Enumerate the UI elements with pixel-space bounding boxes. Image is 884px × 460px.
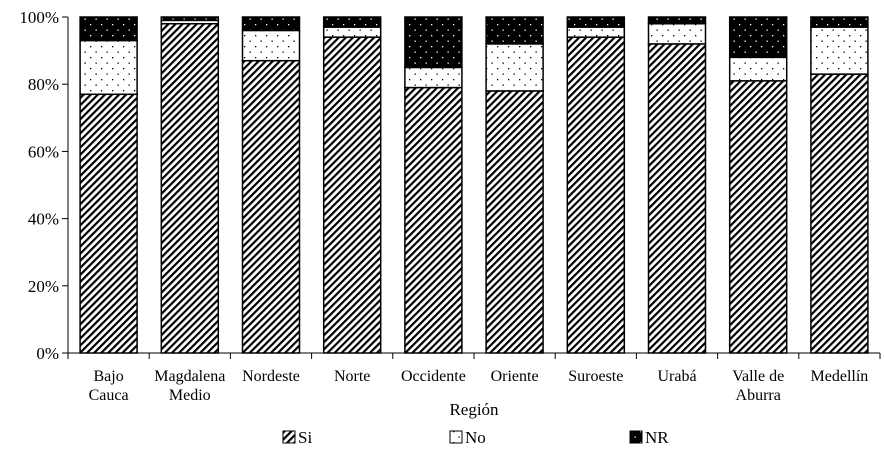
- legend-item-no: No: [449, 428, 486, 447]
- bar-segment-no: [647, 22, 707, 45]
- bar-segment-si: [810, 73, 869, 354]
- bar-segment-nr: [241, 16, 301, 32]
- y-tick-label: 60%: [28, 142, 59, 161]
- x-tick-label: Oriente: [491, 368, 539, 385]
- bar-segment-no: [566, 26, 626, 38]
- x-tick-label: Valle de Aburra: [732, 368, 784, 404]
- x-tick-label: Nordeste: [242, 368, 300, 385]
- x-tick-label: Urabá: [657, 368, 696, 385]
- y-tick-label: 100%: [19, 8, 59, 27]
- bar-segment-nr: [322, 16, 382, 28]
- y-tick-label: 80%: [28, 75, 59, 94]
- y-tick-label: 20%: [28, 277, 59, 296]
- bar-segment-no: [79, 39, 138, 96]
- bar-segment-si: [79, 93, 138, 354]
- legend: Si No NR: [282, 428, 669, 447]
- bar-segment-nr: [404, 16, 463, 69]
- bar-segment-si: [160, 22, 220, 354]
- legend-item-nr: NR: [629, 428, 669, 447]
- bar-segment-si: [647, 43, 707, 354]
- bar-segment-nr: [728, 16, 788, 59]
- bar-segment-si: [485, 90, 544, 354]
- legend-swatch: [449, 430, 463, 444]
- axis-layer: Bajo Cauca Magdalena Medio Nordeste Norte Occi…: [19, 8, 881, 404]
- legend-label: No: [465, 428, 486, 447]
- bar-segment-no: [241, 29, 301, 62]
- bar-segment-nr: [566, 16, 626, 28]
- bars-layer: [79, 16, 869, 354]
- bar-segment-no: [322, 26, 382, 38]
- bar-segment-si: [566, 36, 626, 354]
- bar-segment-nr: [647, 16, 707, 25]
- x-axis-title: Región: [449, 400, 499, 419]
- legend-label: Si: [298, 428, 312, 447]
- bar-segment-nr: [810, 16, 869, 28]
- legend-swatch: [282, 430, 296, 444]
- y-tick-label: 0%: [36, 344, 59, 363]
- bar-segment-no: [404, 66, 463, 89]
- bar-segment-no: [728, 56, 788, 82]
- legend-label: NR: [645, 428, 669, 447]
- legend-item-si: Si: [282, 428, 312, 447]
- bar-segment-si: [241, 59, 301, 354]
- bar-segment-no: [810, 26, 869, 75]
- bar-segment-si: [404, 86, 463, 354]
- x-tick-label: Bajo Cauca: [89, 368, 129, 404]
- bar-segment-no: [485, 43, 544, 92]
- y-tick-label: 40%: [28, 210, 59, 229]
- x-tick-label: Medellín: [811, 368, 869, 385]
- legend-swatch: [629, 430, 643, 444]
- bar-segment-nr: [160, 16, 220, 22]
- bar-segment-nr: [485, 16, 544, 45]
- bar-segment-nr: [79, 16, 138, 42]
- x-tick-label: Magdalena Medio: [154, 368, 225, 404]
- x-tick-label: Norte: [334, 368, 370, 385]
- bar-segment-si: [728, 80, 788, 354]
- bar-segment-si: [322, 36, 382, 354]
- x-tick-label: Occidente: [401, 368, 466, 385]
- x-tick-label: Suroeste: [568, 368, 623, 385]
